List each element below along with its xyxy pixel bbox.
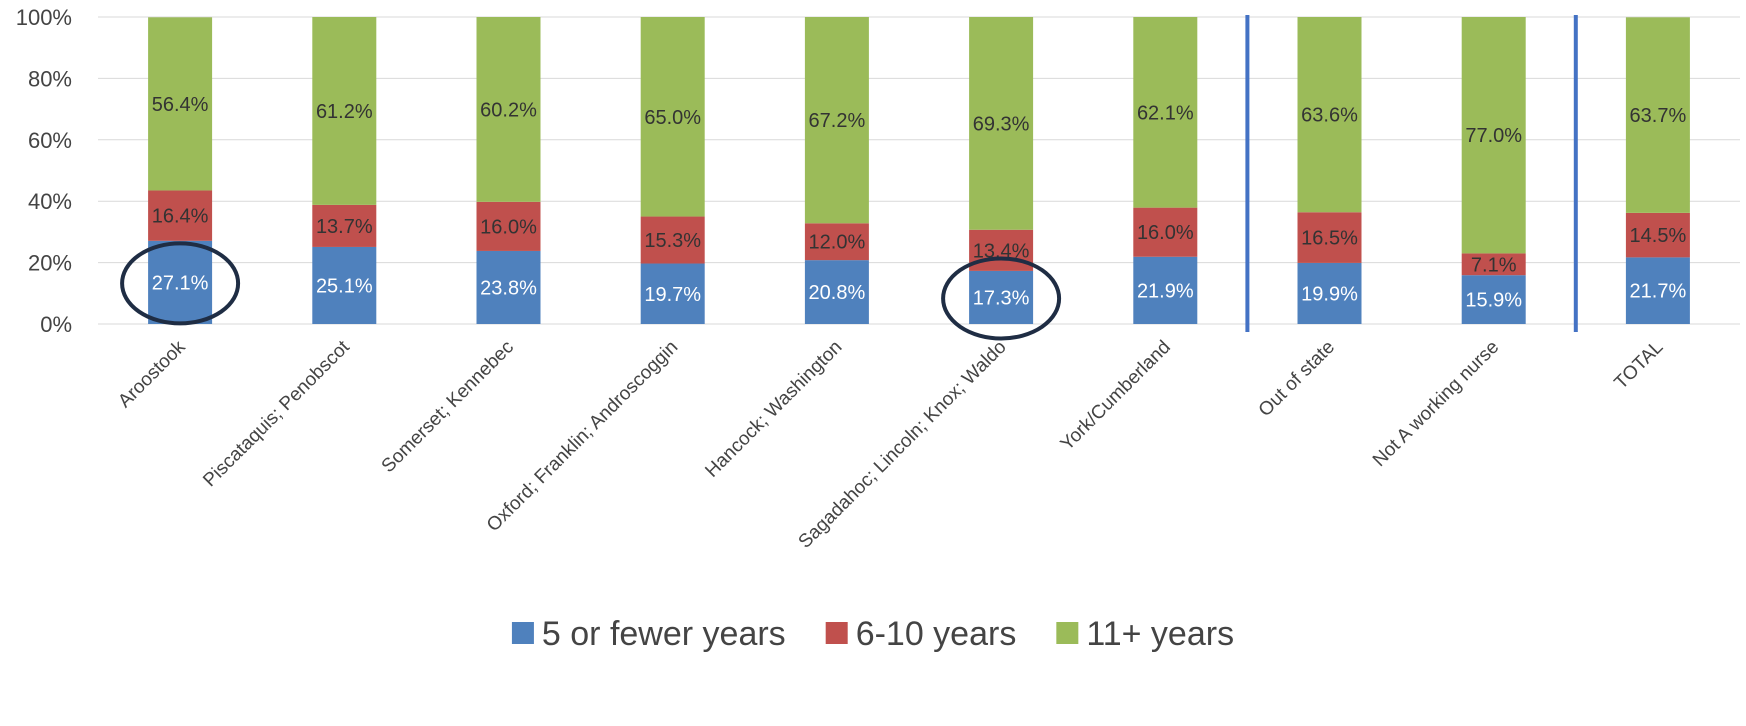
data-label: 13.7% xyxy=(316,216,373,238)
data-label: 19.7% xyxy=(644,284,701,306)
data-label: 69.3% xyxy=(973,113,1030,135)
data-label: 17.3% xyxy=(973,287,1030,309)
x-tick-label: Aroostook xyxy=(114,336,190,412)
legend-swatch-5-or-fewer-years xyxy=(511,622,534,644)
x-tick-label: Not A working nurse xyxy=(1369,337,1503,471)
data-label: 77.0% xyxy=(1465,125,1522,147)
bar-6-10-years xyxy=(1625,212,1690,258)
data-label: 16.0% xyxy=(1137,222,1194,244)
bar-5-or-fewer-years xyxy=(312,246,377,324)
bars: 27.1% 16.4% 56.4% 25.1% 13.7% 61.2% 23.8% 16.0%… xyxy=(148,17,1690,324)
bar-6-10-years xyxy=(640,216,705,264)
bar-5-or-fewer-years xyxy=(969,270,1034,324)
bar-5-or-fewer-years xyxy=(148,240,213,324)
data-label: 15.3% xyxy=(644,230,701,252)
data-label: 27.1% xyxy=(152,272,209,294)
highlight-circle xyxy=(941,256,1062,341)
data-label: 20.8% xyxy=(809,282,866,304)
data-label: 14.5% xyxy=(1630,225,1687,247)
bar-6-10-years xyxy=(1297,212,1362,263)
x-tick-label: York/Cumberland xyxy=(1057,337,1175,455)
legend-swatch-11-years xyxy=(1056,622,1079,644)
bar-6-10-years xyxy=(969,229,1034,271)
bar-11-years xyxy=(1461,17,1526,254)
data-label: 60.2% xyxy=(480,99,537,121)
data-label: 25.1% xyxy=(316,275,373,297)
data-label: 16.0% xyxy=(480,216,537,238)
highlight-circle xyxy=(120,241,241,326)
bar-5-or-fewer-years xyxy=(1461,275,1526,324)
data-label: 7.1% xyxy=(1471,254,1517,276)
bar-6-10-years xyxy=(804,223,869,261)
y-tick-label: 80% xyxy=(28,66,72,91)
x-tick-label: TOTAL xyxy=(1611,337,1668,394)
bar-11-years xyxy=(640,17,705,217)
data-label: 16.4% xyxy=(152,206,209,228)
legend: 5 or fewer years 6-10 years 11+ years xyxy=(511,615,1234,653)
data-label: 63.6% xyxy=(1301,105,1358,127)
data-label: 65.0% xyxy=(644,107,701,129)
legend-label: 6-10 years xyxy=(856,615,1017,653)
bar-11-years xyxy=(312,17,377,205)
data-label: 21.7% xyxy=(1630,281,1687,303)
x-tick-label: Oxford; Franklin; Androscoggin xyxy=(483,337,682,536)
bar-5-or-fewer-years xyxy=(1297,262,1362,324)
bar-5-or-fewer-years xyxy=(640,263,705,324)
bar-11-years xyxy=(1625,17,1690,213)
bar-5-or-fewer-years xyxy=(476,250,541,324)
bar-11-years xyxy=(969,17,1034,230)
x-tick-label: Somerset; Kennebec xyxy=(378,337,518,477)
bar-5-or-fewer-years xyxy=(1133,256,1198,324)
bar-6-10-years xyxy=(1461,253,1526,276)
x-tick-label: Piscataquis; Penobscot xyxy=(199,336,354,491)
legend-label: 5 or fewer years xyxy=(542,615,786,653)
data-label: 61.2% xyxy=(316,101,373,123)
x-axis-labels: Aroostook Piscataquis; Penobscot Somerset;… xyxy=(114,336,1667,553)
data-label: 12.0% xyxy=(809,232,866,254)
data-label: 63.7% xyxy=(1630,105,1687,127)
data-label: 23.8% xyxy=(480,277,537,299)
data-label: 13.4% xyxy=(973,240,1030,262)
data-label: 67.2% xyxy=(809,110,866,132)
bar-6-10-years xyxy=(1133,207,1198,257)
data-label: 62.1% xyxy=(1137,102,1194,124)
y-tick-label: 100% xyxy=(16,5,72,30)
bar-11-years xyxy=(1297,17,1362,213)
data-label: 16.5% xyxy=(1301,228,1358,250)
bar-6-10-years xyxy=(312,204,377,247)
bar-5-or-fewer-years xyxy=(804,260,869,324)
x-tick-label: Out of state xyxy=(1255,337,1339,421)
data-label: 19.9% xyxy=(1301,283,1358,305)
y-tick-label: 40% xyxy=(28,189,72,214)
data-label: 15.9% xyxy=(1465,290,1522,312)
legend-swatch-6-10-years xyxy=(825,622,848,644)
data-label: 21.9% xyxy=(1137,280,1194,302)
bar-11-years xyxy=(476,17,541,202)
highlight-circles xyxy=(120,241,1062,341)
bar-5-or-fewer-years xyxy=(1625,257,1690,324)
legend-label: 11+ years xyxy=(1086,615,1234,653)
bar-11-years xyxy=(804,17,869,224)
data-label: 56.4% xyxy=(152,94,209,116)
y-tick-label: 20% xyxy=(28,251,72,276)
y-tick-label: 60% xyxy=(28,128,72,153)
bar-11-years xyxy=(148,17,213,191)
bar-6-10-years xyxy=(476,201,541,251)
bar-6-10-years xyxy=(148,190,213,241)
y-tick-label: 0% xyxy=(40,312,72,337)
x-tick-label: Hancock; Washington xyxy=(701,337,846,482)
separators xyxy=(1245,15,1578,332)
bar-11-years xyxy=(1133,17,1198,208)
y-axis-ticks: 0% 20% 40% 60% 80% 100% xyxy=(16,5,72,337)
